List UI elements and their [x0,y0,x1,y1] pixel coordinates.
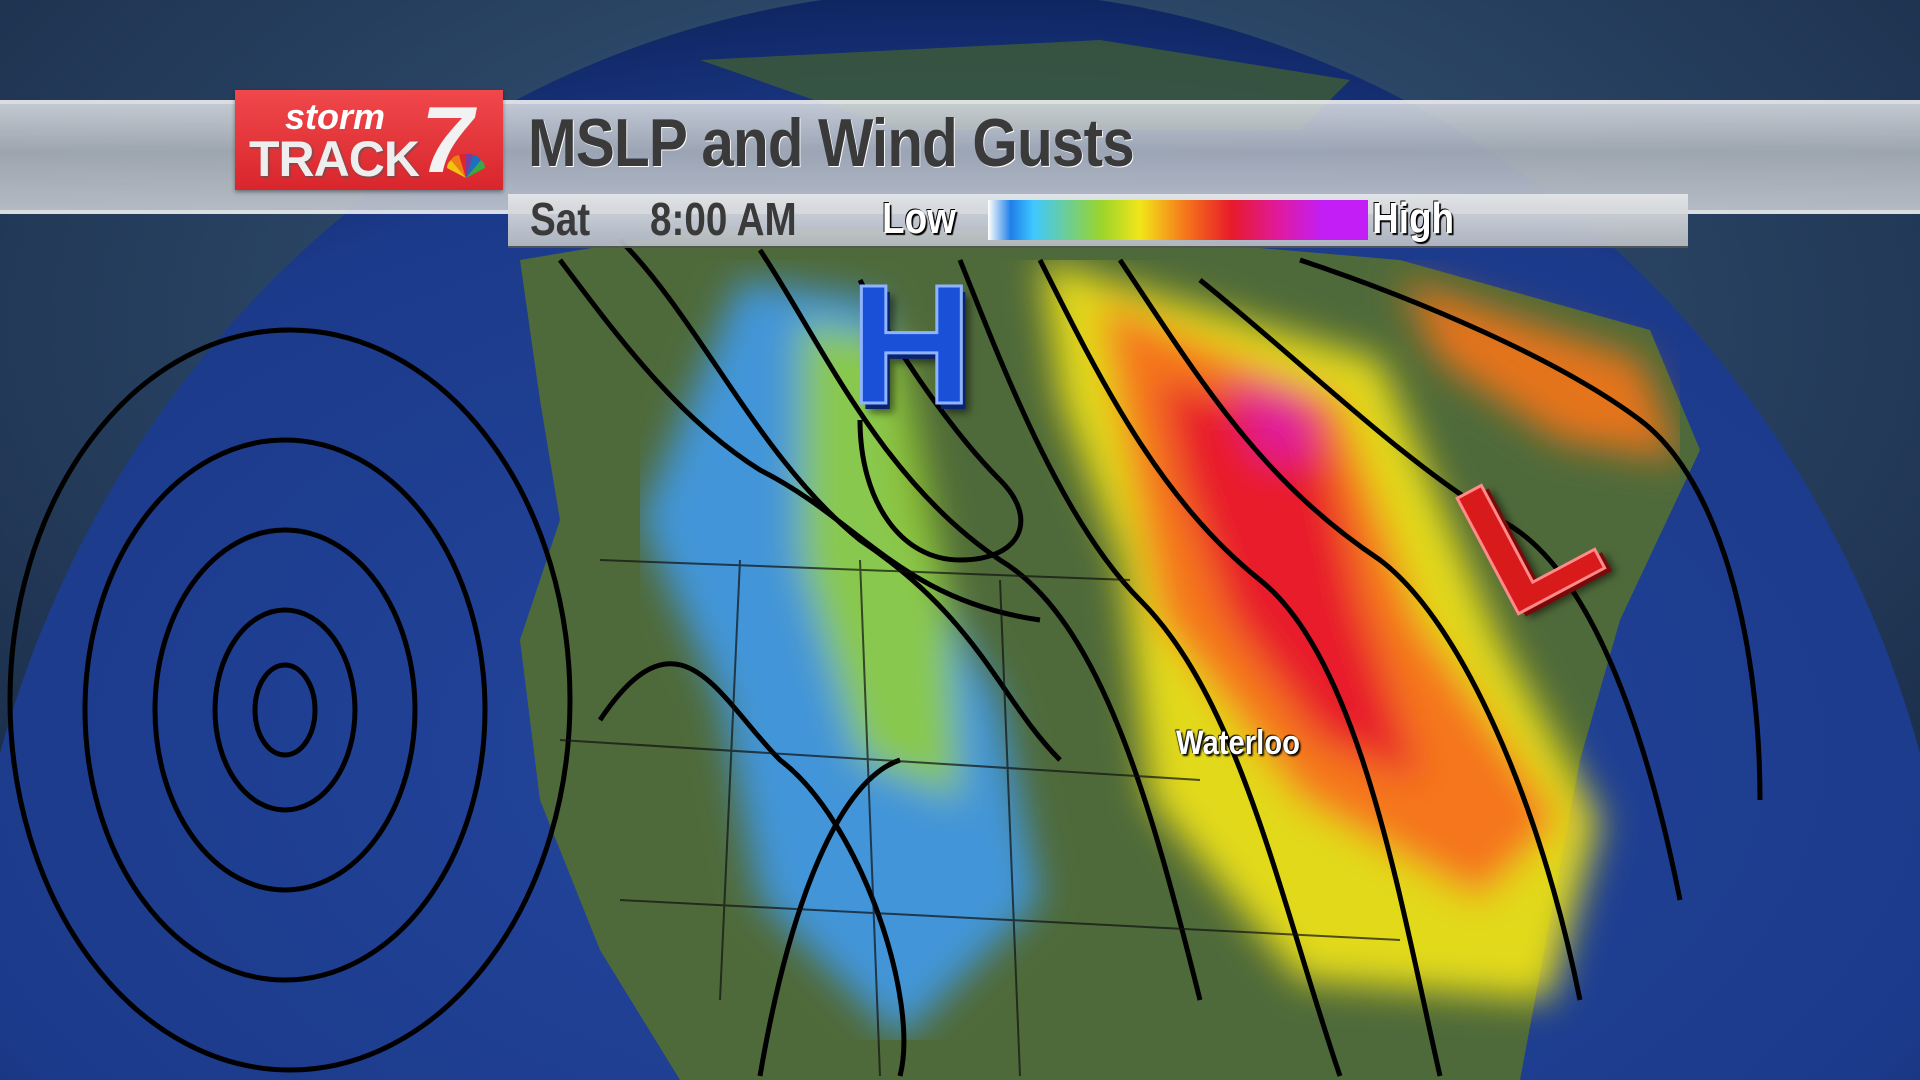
nbc-peacock-icon [447,154,485,178]
legend-high-label: High [1372,194,1455,243]
state-borders [559,559,1401,1077]
isobars [7,238,1763,1077]
logo-track-text: TRACK [249,131,420,187]
forecast-day: Sat [530,193,591,245]
wind-gust-color-scale [988,200,1368,240]
page-title: MSLP and Wind Gusts [528,105,1135,181]
storm-track-7-logo: storm TRACK 7 [235,90,503,190]
logo-storm-text: storm [285,96,386,137]
high-pressure-marker: H [849,250,975,440]
legend-low-label: Low [882,194,956,243]
forecast-time: 8:00 AM [650,193,797,245]
wind-gust-shading [640,260,1680,1040]
city-label-waterloo: Waterloo [1176,724,1301,762]
